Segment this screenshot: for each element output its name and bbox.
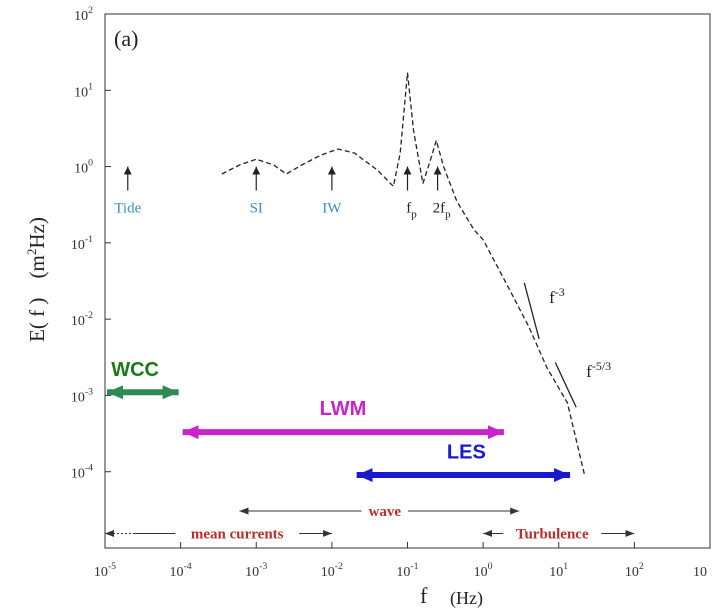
peak-label-1: SI <box>250 201 263 217</box>
x-tick-label-4: 10-1 <box>396 561 418 580</box>
peak-label-sub-4: p <box>445 209 451 221</box>
y-tick-label-0-exp: 2 <box>88 5 93 16</box>
y-tick-label-4-exp: -2 <box>85 310 93 321</box>
x-tick-label-5-exp: 0 <box>488 561 493 572</box>
peak-label-0: Tide <box>114 201 141 217</box>
peak-label-text-2: IW <box>322 201 342 217</box>
x-tick-label-5-base: 10 <box>474 565 488 580</box>
y-tick-label-3-exp: -1 <box>85 234 93 245</box>
x-tick-label-7-base: 10 <box>625 565 639 580</box>
slope-label-base-1: f <box>586 362 592 381</box>
y-tick-label-4: 10-2 <box>71 310 93 329</box>
x-tick-label-6-exp: 1 <box>563 561 568 572</box>
y-tick-label-5-base: 10 <box>71 390 85 405</box>
y-axis-unit-tail: Hz) <box>25 217 49 248</box>
panel-label: (a) <box>114 26 138 51</box>
y-axis-unit: (m <box>25 255 49 278</box>
spectrum-series <box>221 72 586 476</box>
y-axis-name: E( f ) <box>25 298 49 342</box>
y-tick-label-2-exp: 0 <box>88 158 93 169</box>
peak-label-text-3: f <box>406 201 411 217</box>
y-tick-label-0-base: 10 <box>74 9 88 24</box>
spectrum-line-0 <box>221 72 586 476</box>
y-tick-label-3-base: 10 <box>71 238 85 253</box>
x-tick-label-2-exp: -3 <box>259 561 267 572</box>
x-tick-label-6: 101 <box>549 561 568 580</box>
x-tick-label-3-base: 10 <box>321 565 335 580</box>
x-tick-label-8: 10 <box>693 565 707 580</box>
peak-label-text-4: 2f <box>433 201 446 217</box>
y-tick-label-1: 101 <box>74 81 93 100</box>
y-axis-unit-sup: 2 <box>24 249 39 256</box>
axis-ticks: 10-5 10-4 10-3 10-2 10-1 100 101 102 10102101100… <box>71 5 707 580</box>
slope-label-exp-0: -3 <box>555 285 565 299</box>
peak-label-text-1: SI <box>250 201 263 217</box>
y-tick-label-6-exp: -4 <box>85 463 93 474</box>
lwm-range-label: LWM <box>320 398 367 420</box>
peak-label-3: fp <box>406 201 417 221</box>
regime-1-label: wave <box>368 504 401 520</box>
slope-label-base-0: f <box>549 288 555 307</box>
regime-2-label: Turbulence <box>516 526 589 542</box>
x-tick-label-7: 102 <box>625 561 644 580</box>
x-tick-label-0-base: 10 <box>94 565 108 580</box>
les-range-label: LES <box>447 441 486 463</box>
y-tick-label-3: 10-1 <box>71 234 93 253</box>
peak-label-4: 2fp <box>433 201 452 221</box>
x-axis-unit: (Hz) <box>450 588 483 609</box>
y-tick-label-5-exp: -3 <box>85 386 93 397</box>
axis-labels: (a) f (Hz) E( f ) (m2Hz) <box>24 26 483 609</box>
y-tick-label-6: 10-4 <box>71 463 93 482</box>
x-tick-label-4-exp: -1 <box>410 561 418 572</box>
model-ranges: WCC LWM LES <box>107 359 571 483</box>
x-tick-label-3-exp: -2 <box>335 561 343 572</box>
x-tick-label-6-base: 10 <box>549 565 563 580</box>
wcc-range-label: WCC <box>111 359 159 381</box>
y-tick-label-0: 102 <box>74 5 93 24</box>
y-tick-label-5: 10-3 <box>71 386 93 405</box>
x-tick-label-1: 10-4 <box>170 561 192 580</box>
slope-label-1: f-5/3 <box>586 359 611 381</box>
x-tick-label-5: 100 <box>474 561 493 580</box>
regime-0-label: mean currents <box>191 526 284 542</box>
peak-label-sub-3: p <box>411 209 417 221</box>
x-tick-label-0-exp: -5 <box>108 561 116 572</box>
x-tick-label-4-base: 10 <box>396 565 410 580</box>
x-tick-label-1-exp: -4 <box>184 561 192 572</box>
x-tick-label-2: 10-3 <box>245 561 267 580</box>
plot-frame <box>104 13 711 549</box>
slope-lines: f-3f-5/3 <box>523 282 611 408</box>
peak-arrows: Tide SI IW fp 2fp <box>114 166 452 221</box>
y-tick-label-2-base: 10 <box>74 162 88 177</box>
y-tick-label-1-base: 10 <box>74 85 88 100</box>
x-tick-label-7-exp: 2 <box>639 561 644 572</box>
regime-arrows: mean currents wave Turbulence <box>105 504 635 542</box>
x-tick-label-0: 10-5 <box>94 561 116 580</box>
slope-line-1 <box>554 362 577 408</box>
slope-line-0 <box>523 282 540 340</box>
peak-label-2: IW <box>322 201 342 217</box>
y-tick-label-2: 100 <box>74 158 93 177</box>
y-tick-label-1-exp: 1 <box>88 81 93 92</box>
x-tick-label-8-base: 10 <box>693 565 707 580</box>
x-tick-label-1-base: 10 <box>170 565 184 580</box>
x-tick-label-2-base: 10 <box>245 565 259 580</box>
y-axis-label: E( f ) (m2Hz) <box>24 217 49 342</box>
y-tick-label-6-base: 10 <box>71 467 85 482</box>
slope-label-exp-1: -5/3 <box>592 359 611 373</box>
x-axis-label: f <box>420 583 428 608</box>
peak-label-text-0: Tide <box>114 201 141 217</box>
slope-label-0: f-3 <box>549 285 565 307</box>
x-tick-label-3: 10-2 <box>321 561 343 580</box>
y-tick-label-4-base: 10 <box>71 314 85 329</box>
